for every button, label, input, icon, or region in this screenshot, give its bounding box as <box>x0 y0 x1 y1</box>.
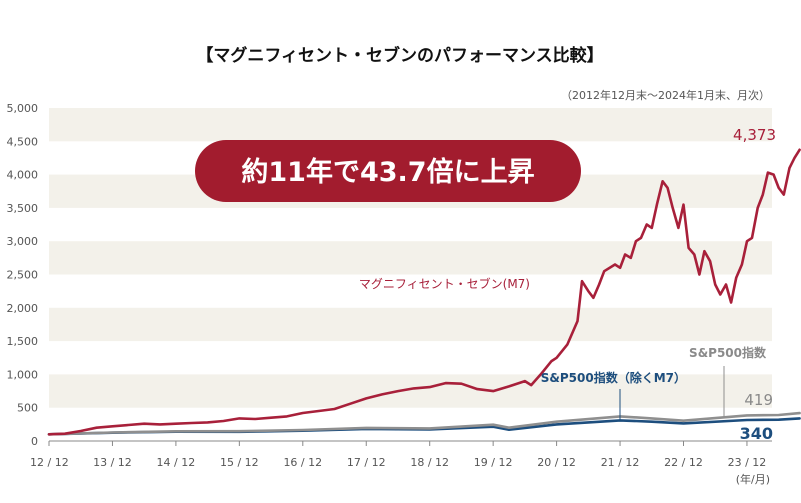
chart-title: 【マグニフィセント・セブンのパフォーマンス比較】 <box>196 45 603 66</box>
y-tick-label: 3,000 <box>7 235 39 248</box>
badge-text: 約11年で43.7倍に上昇 <box>241 156 534 188</box>
end-value-sp500: 419 <box>744 391 773 409</box>
y-tick-label: 500 <box>17 402 38 415</box>
y-tick-label: 0 <box>31 435 38 448</box>
series-line-m7 <box>47 148 801 436</box>
y-tick-label: 5,000 <box>7 102 39 115</box>
y-tick-label: 4,000 <box>7 169 39 182</box>
grid-band <box>49 307 772 342</box>
x-tick-label: 19 / 12 <box>474 456 513 469</box>
x-tick-label: 22 / 12 <box>664 456 703 469</box>
series-label-sp500: S&P500指数 <box>689 345 767 360</box>
x-tick-label: 13 / 12 <box>93 456 132 469</box>
x-axis-unit: (年/月) <box>736 472 770 486</box>
x-axis: 12 / 12 13 / 12 14 / 12 15 / 12 16 / 12 17 / … <box>30 440 772 469</box>
badge-background <box>195 140 581 202</box>
series-label-m7: マグニフィセント・セブン(M7) <box>359 276 530 291</box>
x-tick-label: 16 / 12 <box>283 456 322 469</box>
grid-band <box>49 108 772 142</box>
x-tick-label: 12 / 12 <box>30 456 69 469</box>
y-tick-label: 1,500 <box>7 335 39 348</box>
y-tick-label: 2,500 <box>7 269 39 282</box>
x-tick-label: 20 / 12 <box>537 456 576 469</box>
x-tick-label: 21 / 12 <box>601 456 640 469</box>
x-tick-label: 18 / 12 <box>410 456 449 469</box>
y-axis: 0 500 1,000 1,500 2,000 2,500 3,000 3,500 4,000 4… <box>7 102 39 448</box>
grid-band <box>49 241 772 275</box>
y-tick-label: 4,500 <box>7 135 39 148</box>
series-line-sp500 <box>47 411 801 436</box>
y-tick-label: 2,000 <box>7 302 39 315</box>
x-tick-label: 17 / 12 <box>347 456 386 469</box>
series-label-sp500-ex-m7: S&P500指数（除くM7） <box>541 370 686 385</box>
end-value-m7: 4,373 <box>733 126 776 144</box>
growth-badge: 約11年で43.7倍に上昇 <box>195 140 581 202</box>
grid-band <box>49 374 772 408</box>
x-tick-label: 15 / 12 <box>220 456 259 469</box>
y-tick-label: 3,500 <box>7 202 39 215</box>
chart-subtitle: （2012年12月末～2024年1月末、月次） <box>561 88 770 102</box>
y-tick-label: 1,000 <box>7 368 39 381</box>
x-tick-label: 14 / 12 <box>157 456 196 469</box>
end-value-sp500-ex-m7: 340 <box>740 424 773 443</box>
series-lines <box>47 148 801 436</box>
x-tick-label: 23 / 12 <box>728 456 767 469</box>
